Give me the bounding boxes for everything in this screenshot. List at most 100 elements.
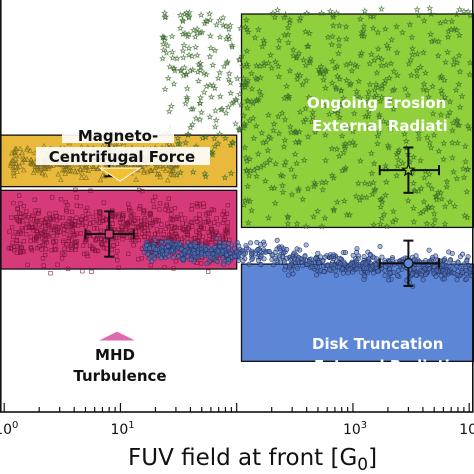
point-star [233, 74, 242, 82]
point-square [180, 226, 185, 231]
point-star [365, 123, 373, 131]
point-circle [215, 248, 221, 254]
point-star [243, 157, 251, 165]
point-square [20, 219, 25, 224]
point-square [157, 201, 163, 206]
point-star [259, 138, 267, 146]
point-star [343, 211, 351, 218]
point-star [235, 55, 243, 63]
point-star [215, 16, 224, 24]
point-square [55, 262, 60, 267]
point-circle [464, 276, 470, 282]
point-square [11, 234, 16, 239]
point-circle [354, 246, 360, 252]
point-square [179, 236, 185, 242]
point-square [69, 238, 75, 243]
point-triangle [168, 171, 174, 177]
point-star [440, 155, 448, 163]
point-square [221, 209, 227, 214]
point-star [252, 122, 260, 130]
point-star [429, 110, 437, 117]
point-square [70, 227, 75, 232]
point-square [44, 232, 49, 238]
point-star [319, 185, 327, 193]
point-square [137, 204, 143, 209]
point-star [159, 46, 168, 54]
point-square [49, 195, 55, 200]
point-star [284, 23, 292, 31]
point-circle [452, 266, 458, 272]
point-triangle [77, 165, 84, 171]
point-circle [441, 276, 447, 282]
point-square [83, 239, 88, 244]
point-square [43, 227, 48, 232]
point-star [268, 64, 276, 72]
point-star [466, 58, 474, 66]
point-triangle [66, 163, 72, 170]
point-star [295, 49, 303, 57]
point-square [139, 226, 145, 231]
point-star [302, 76, 310, 84]
point-circle [321, 269, 327, 275]
point-star [188, 120, 197, 128]
point-star [202, 133, 210, 141]
point-star [405, 60, 413, 67]
point-triangle [27, 147, 34, 154]
point-square [51, 240, 56, 245]
point-triangle [90, 163, 97, 169]
point-star [437, 86, 445, 94]
point-triangle [9, 157, 16, 163]
point-star [198, 28, 206, 36]
point-star [452, 86, 460, 94]
point-square [156, 218, 161, 223]
point-square [8, 215, 14, 220]
point-star [330, 174, 338, 181]
point-square [225, 224, 230, 230]
annotation-mhd-line1: MHD [95, 346, 135, 364]
point-circle [313, 255, 319, 261]
point-star [416, 156, 424, 164]
point-star [328, 79, 336, 87]
point-square [84, 216, 89, 221]
point-circle [258, 253, 264, 259]
point-star [200, 69, 208, 77]
point-star [179, 47, 187, 54]
point-star [394, 162, 402, 170]
point-square [65, 266, 71, 272]
point-star [385, 74, 393, 82]
point-square [78, 231, 84, 236]
point-star [439, 96, 447, 104]
point-star [220, 62, 228, 70]
point-square [127, 219, 132, 224]
point-circle [394, 273, 400, 279]
annotation-mhd-bg2 [64, 365, 178, 384]
point-star [304, 132, 312, 140]
point-star [376, 97, 384, 105]
point-triangle [138, 163, 144, 169]
point-square [44, 216, 49, 221]
point-star [196, 66, 205, 74]
point-circle [361, 276, 367, 282]
point-triangle [62, 170, 68, 176]
point-square [25, 262, 30, 267]
point-star [197, 11, 205, 19]
point-star [382, 178, 390, 186]
point-star [221, 134, 229, 142]
point-star [460, 173, 468, 181]
point-star [420, 16, 428, 24]
point-star [206, 113, 214, 120]
point-square [53, 238, 59, 244]
point-star [416, 63, 425, 71]
point-square [223, 236, 228, 242]
point-star [279, 172, 287, 180]
point-star [264, 111, 272, 119]
point-star [193, 25, 201, 33]
point-star [319, 75, 328, 83]
point-star [281, 10, 290, 18]
point-triangle [94, 165, 101, 172]
point-square [19, 226, 24, 231]
point-triangle [27, 159, 34, 166]
point-square [64, 207, 69, 212]
point-triangle [133, 176, 139, 182]
point-star [383, 222, 391, 230]
